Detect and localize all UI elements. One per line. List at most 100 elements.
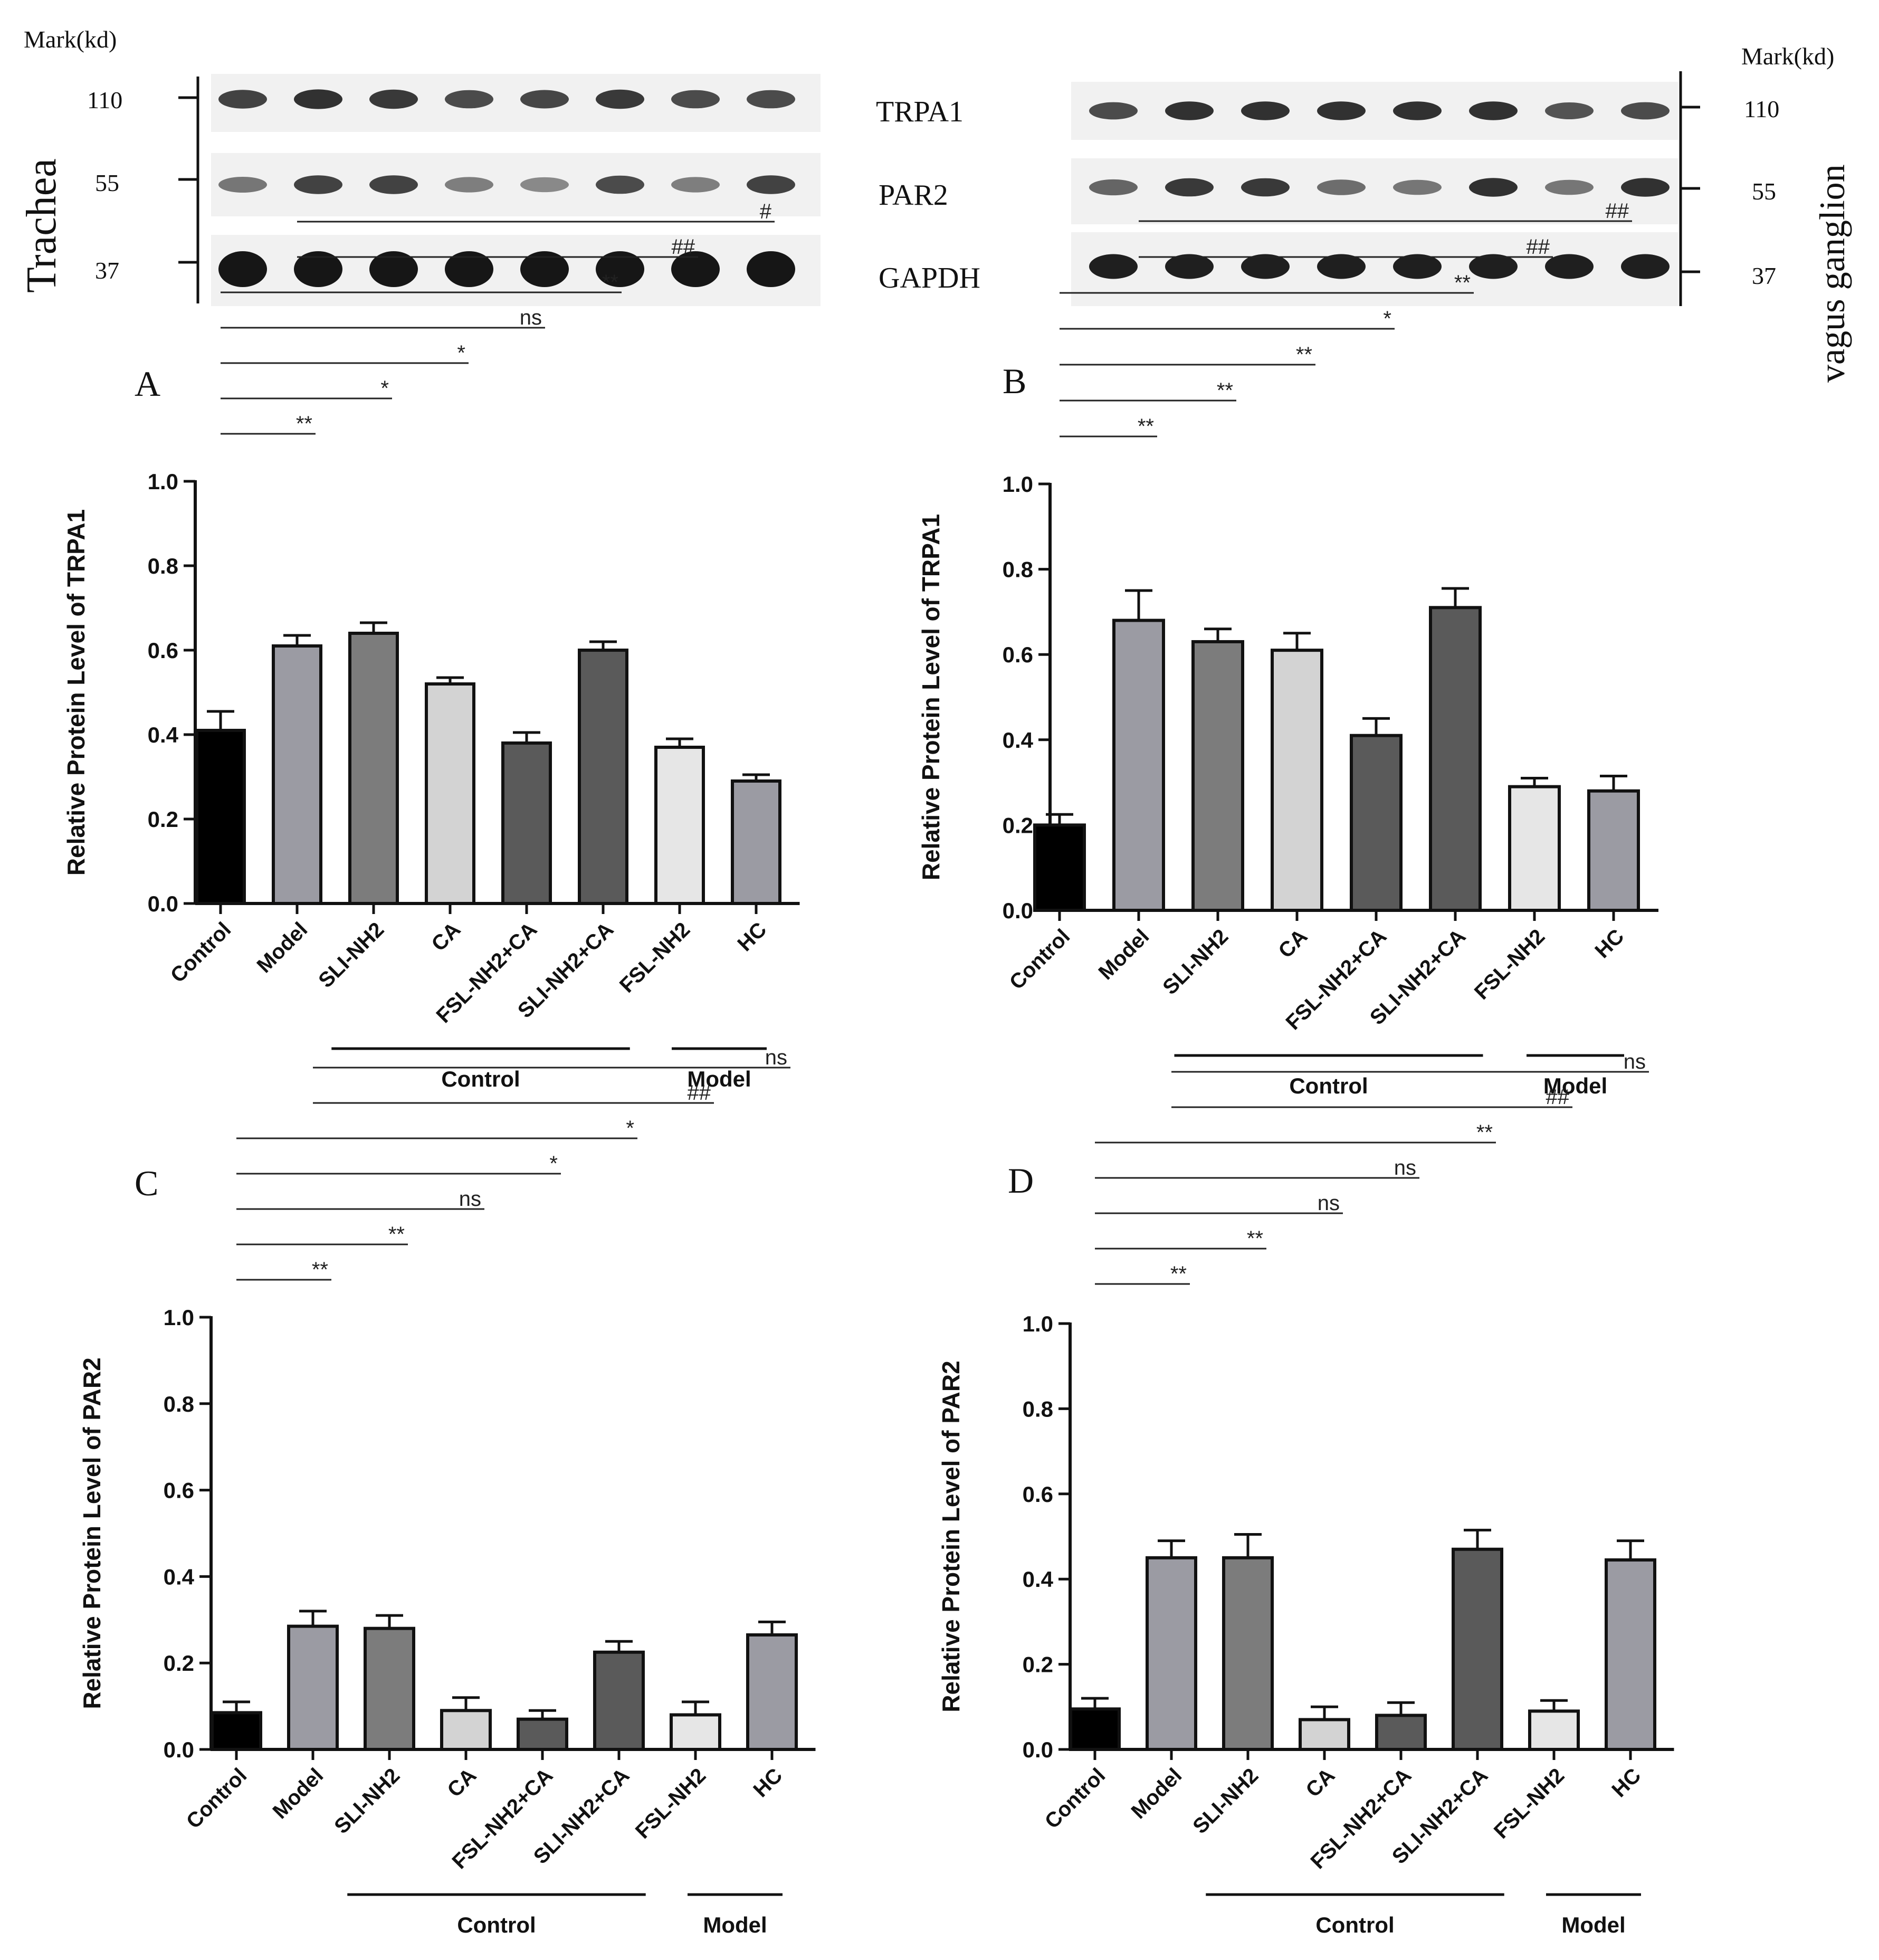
bar-hc — [746, 1633, 798, 1752]
x-tick-label: HC — [749, 1764, 787, 1802]
y-tick-label: 0.8 — [164, 1392, 194, 1416]
marker-right-37: 37 — [1752, 262, 1776, 289]
group-label: Control — [441, 1067, 520, 1091]
bar-sli-nh2-ca — [578, 649, 628, 905]
y-tick-label: 0.0 — [1003, 898, 1033, 923]
blot-band — [1317, 179, 1366, 195]
x-tick-label: CA — [443, 1764, 481, 1802]
group-label: Model — [703, 1913, 767, 1937]
bar-sli-nh2-ca — [593, 1650, 645, 1752]
x-tick-label: Control — [1041, 1764, 1110, 1833]
x-tick-label: CA — [1274, 925, 1312, 963]
bar-sli-nh2 — [364, 1626, 415, 1751]
blot-band — [671, 177, 720, 193]
y-tick-label: 0.0 — [164, 1737, 194, 1762]
protein-label-par2: PAR2 — [879, 179, 948, 212]
blot-band — [218, 251, 267, 287]
y-tick-label: 0.4 — [148, 722, 179, 747]
x-tick-label: HC — [733, 918, 771, 956]
blot-band — [747, 175, 795, 194]
x-tick-label: HC — [1590, 925, 1628, 963]
blot-band — [1241, 254, 1290, 279]
y-tick-label: 1.0 — [148, 469, 178, 494]
western-blot-section: Mark(kd) Mark(kd) Trachea vagus ganglion… — [18, 26, 1852, 383]
significance-label: ## — [672, 235, 695, 259]
bar-model — [272, 644, 322, 905]
group-label: Control — [1289, 1073, 1368, 1098]
blot-band — [1089, 179, 1138, 196]
bar-sli-nh2 — [348, 632, 399, 905]
bar-fsl-nh2-ca — [1350, 734, 1403, 912]
significance-label: ns — [765, 1046, 787, 1069]
y-tick-label: 1.0 — [1003, 472, 1033, 497]
significance-label: # — [760, 200, 772, 223]
x-tick-label: FSL-NH2 — [1470, 925, 1550, 1004]
significance-label: ** — [602, 271, 618, 294]
significance-label: ** — [1247, 1227, 1263, 1250]
significance-label: ** — [1170, 1262, 1187, 1286]
significance-label: ## — [1546, 1086, 1570, 1109]
blot-band — [218, 90, 267, 109]
bar-ca — [425, 682, 475, 905]
blot-band — [1089, 254, 1138, 279]
blot-strip-1 — [211, 74, 821, 132]
y-tick-label: 0.0 — [148, 891, 178, 916]
blot-band — [1165, 254, 1214, 279]
x-tick-label: Model — [1127, 1764, 1187, 1823]
significance-label: ** — [1138, 415, 1154, 438]
marker-left-37: 37 — [95, 257, 119, 284]
blot-band — [1469, 254, 1518, 279]
blot-band — [369, 89, 418, 109]
y-tick-label: 0.2 — [1003, 813, 1033, 838]
group-label: Control — [1315, 1913, 1394, 1937]
y-tick-label: 0.6 — [148, 638, 178, 663]
blot-image-vagus-ganglion — [1071, 82, 1678, 306]
blot-band — [1089, 102, 1138, 120]
y-tick-label: 0.4 — [1003, 728, 1034, 753]
blot-band — [1241, 101, 1290, 120]
y-tick-label: 0.2 — [148, 807, 178, 832]
blot-band — [596, 175, 644, 194]
chart-panel-a: 0.0 0.2 0.4 0.6 0.8 1.0 Relative Protein Level… — [62, 200, 800, 1091]
blot-strip-3 — [211, 235, 821, 306]
x-tick-label: SLI-NH2 — [1188, 1764, 1263, 1838]
y-tick-label: 0.6 — [1023, 1482, 1053, 1507]
panel-letter-c: C — [135, 1163, 158, 1203]
y-axis-label: Relative Protein Level of PAR2 — [937, 1360, 965, 1712]
blot-band — [596, 251, 644, 287]
x-tick-label: HC — [1607, 1764, 1645, 1802]
y-axis-label: Relative Protein Level of TRPA1 — [62, 509, 90, 876]
y-tick-label: 0.4 — [1023, 1567, 1054, 1592]
blot-strip-2 — [1071, 158, 1678, 224]
x-tick-label: SLI-NH2 — [1158, 925, 1233, 999]
significance-label: * — [549, 1152, 558, 1175]
y-tick-label: 0.8 — [1023, 1396, 1053, 1421]
panel-letter-b: B — [1003, 361, 1026, 401]
significance-label: ** — [1476, 1121, 1493, 1144]
significance-label: ## — [1527, 235, 1550, 259]
blot-band — [1165, 101, 1214, 120]
blot-strip-2 — [211, 153, 821, 216]
blot-strip-1 — [1071, 82, 1678, 140]
mark-label-left: Mark(kd) — [24, 26, 117, 53]
x-tick-label: FSL-NH2 — [1490, 1764, 1569, 1843]
bar-hc — [1587, 789, 1640, 912]
bar-model — [1146, 1556, 1197, 1752]
y-tick-label: 1.0 — [164, 1305, 194, 1330]
significance-label: ns — [520, 306, 542, 329]
x-tick-label: CA — [427, 918, 465, 956]
x-tick-label: SLI-NH2 — [330, 1764, 404, 1838]
x-tick-label: CA — [1301, 1764, 1339, 1802]
y-tick-label: 0.8 — [1003, 557, 1033, 582]
bar-fsl-nh2-ca — [1375, 1714, 1427, 1751]
blot-band — [747, 251, 795, 287]
blot-band — [520, 90, 569, 109]
significance-label: ns — [1394, 1156, 1416, 1179]
bar-hc — [1605, 1558, 1656, 1751]
y-tick-label: 1.0 — [1023, 1311, 1053, 1336]
x-tick-label: Model — [1094, 925, 1154, 984]
blot-band — [294, 89, 342, 109]
blot-band — [1545, 102, 1594, 120]
x-tick-label: Model — [269, 1764, 328, 1823]
significance-label: ** — [312, 1258, 328, 1281]
